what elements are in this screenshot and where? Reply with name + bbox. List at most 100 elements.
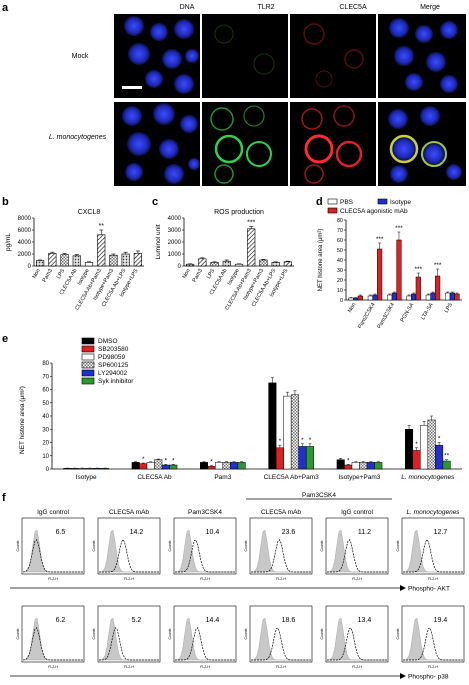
y-tick-label: 1000 [168,252,182,258]
bar [435,275,441,301]
group-label: Pam3CSK4 [302,492,336,499]
col-header-merge: Merge [420,4,440,11]
significance-label: * [172,457,175,464]
bar [336,459,345,470]
y-axis-label: Counts [92,628,96,639]
histogram-sample [175,627,235,661]
significance-label: * [415,441,418,448]
percent-value: 14.4 [206,617,220,624]
y-axis-label: Counts [16,540,20,551]
bar [154,459,163,470]
bar [372,294,378,301]
significance-label: * [142,456,145,463]
bar [425,294,431,301]
histogram-sample [327,539,387,573]
bar [200,462,209,470]
significance-label: * [165,457,168,464]
y-tick-label: 2000 [168,240,182,246]
legend-label: PD98059 [98,354,125,361]
histogram-control [98,529,159,573]
significance-label: *** [434,262,442,269]
y-tick-label: 20 [337,278,343,284]
bar [351,462,360,470]
y-axis-label: Counts [396,628,400,639]
bar [387,294,393,301]
x-tick-label: Pam3 [42,268,54,283]
bar [48,253,57,267]
x-axis-label: FL2-H [200,577,210,581]
bar [222,462,231,470]
bar [247,228,256,267]
x-tick-label: LPS [444,302,455,314]
significance-label: *** [395,225,403,232]
y-axis-label: Counts [92,540,96,551]
y-tick-label: 30 [42,427,49,433]
image-mock-clec5a [290,14,376,98]
bar [275,447,284,470]
histogram-sample [98,627,159,661]
significance-label: * [210,459,213,466]
panel-label-b: b [2,196,9,208]
x-tick-label: Non [182,268,192,280]
image-listeria-clec5a [290,102,376,186]
x-tick-label: PGN-SA [400,302,416,324]
significance-label: ** [444,453,450,460]
y-tick-label: 3000 [168,228,182,234]
y-tick-label: 40 [42,414,49,420]
chart-title: ROS production [214,209,264,216]
bar [161,464,170,470]
histogram-title: IgG control [341,509,373,516]
bar [131,462,140,470]
x-tick-label: LPS [56,268,67,280]
legend-swatch [81,345,95,353]
row-label-mock: Mock [71,53,89,60]
bar [377,248,383,301]
bar [230,462,239,470]
microscopy-panel [114,14,466,186]
x-axis-label: FL2-H [428,665,438,669]
histogram-title: CLEC5A mAb [261,509,301,516]
image-listeria-dna [114,102,200,186]
y-tick-label: 70 [42,374,49,380]
bar [210,262,219,267]
histogram-sample [251,627,311,661]
x-axis-label: FL2-H [124,665,134,669]
legend-swatch [81,353,95,361]
legend-label: DMSO [98,338,118,345]
y-tick-label: 0 [340,298,343,304]
legend-swatch [81,361,95,369]
y-tick-label: 8000 [18,216,32,222]
bar [290,394,299,470]
significance-label: * [438,436,441,443]
legend-swatch [81,337,95,345]
col-header-dna: DNA [179,4,195,11]
y-tick-label: 40 [337,258,343,264]
x-axis-label: FL2-H [48,577,58,581]
percent-value: 12.7 [434,529,448,536]
bar [186,263,195,267]
y-tick-label: 2000 [18,252,32,258]
histogram-sample [22,539,83,573]
arrow-head [400,585,406,591]
y-tick-label: 0 [46,467,50,473]
bar [454,293,460,301]
histogram-sample [99,538,159,573]
x-axis-label: FL2-H [276,665,286,669]
col-header-clec5a: CLEC5A [339,4,367,11]
bar [366,462,375,470]
y-axis-label: Counts [244,628,248,639]
bar [198,258,207,267]
panel-label-a: a [2,2,9,14]
chart-title: CXCL8 [78,209,101,216]
histogram-control [174,529,235,573]
y-axis-label: Luminol unit [155,224,162,259]
x-tick-label: Pam2CSK4 [357,302,377,328]
bar [359,462,368,470]
bar [427,419,436,470]
histogram-control [402,529,463,573]
histogram-control [326,529,387,573]
legend-swatch [81,369,95,377]
bar [411,293,417,301]
